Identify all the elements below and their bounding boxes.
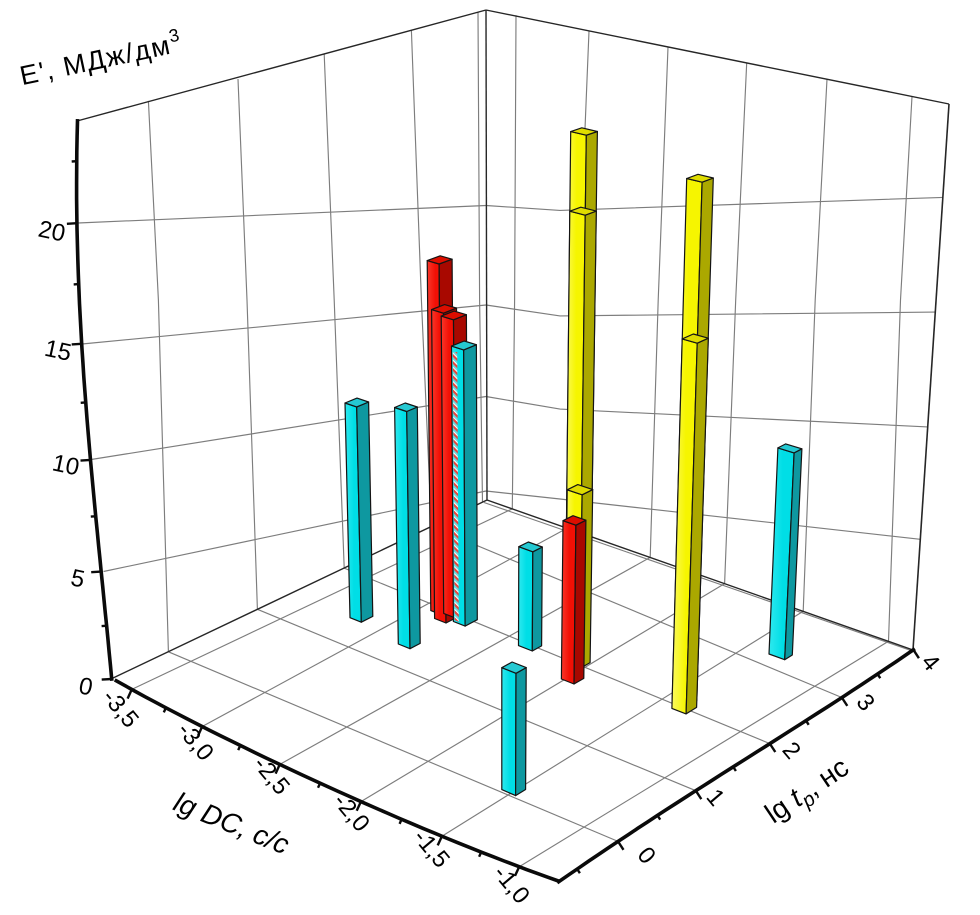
svg-text:15: 15 [42, 335, 74, 367]
svg-text:0: 0 [76, 672, 95, 701]
svg-text:5: 5 [68, 564, 87, 593]
svg-text:10: 10 [50, 449, 82, 481]
svg-text:20: 20 [36, 216, 68, 248]
